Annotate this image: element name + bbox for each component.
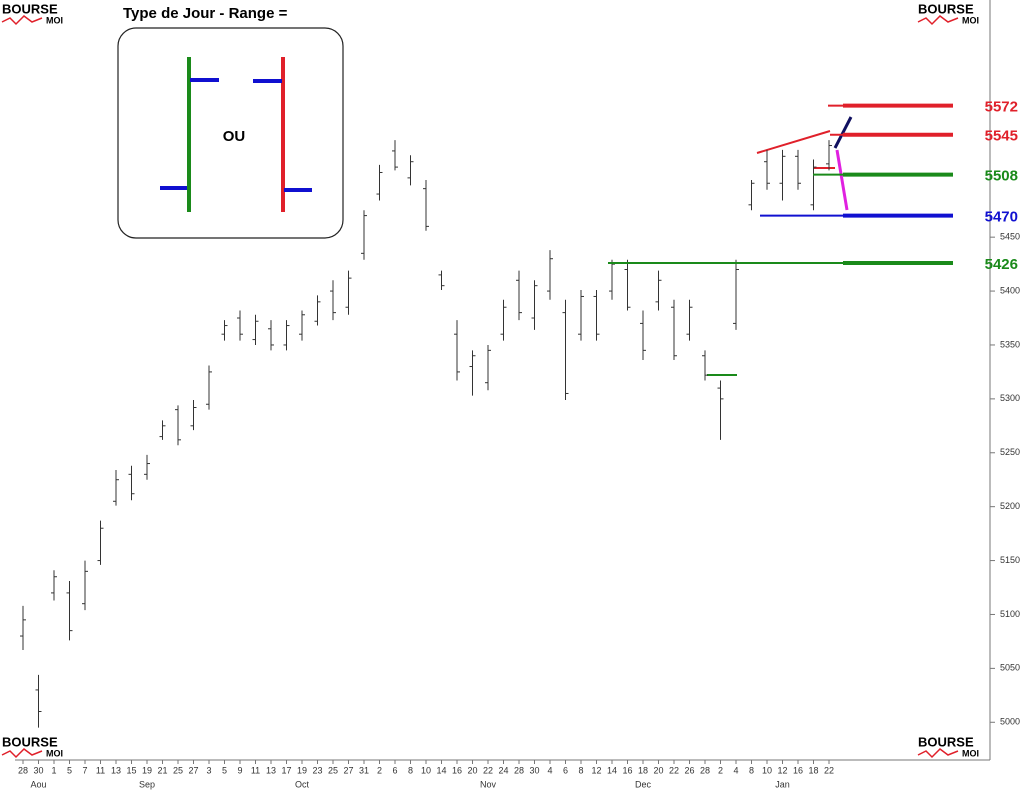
x-tick-label: 28 [700,765,710,775]
level-label: 5508 [985,168,1018,185]
y-tick-label: 5150 [1000,555,1020,565]
x-tick-label: 19 [142,765,152,775]
level-label: 5470 [985,209,1018,226]
y-tick-label: 5250 [1000,447,1020,457]
x-tick-label: 8 [408,765,413,775]
y-tick-label: 5200 [1000,501,1020,511]
x-tick-label: 11 [251,765,260,775]
logo: BOURSE MOI [1,1,63,26]
x-tick-label: 21 [157,765,167,775]
y-tick-label: 5400 [1000,285,1020,295]
logo-wave [1,15,43,26]
y-tick-label: 5350 [1000,339,1020,349]
x-tick-label: 10 [762,765,772,775]
level-label: 5545 [985,128,1018,145]
x-tick-label: 22 [824,765,834,775]
logo-sub: MOI [46,15,63,25]
x-tick-label: 4 [733,765,738,775]
x-tick-label: 19 [297,765,307,775]
x-tick-label: 12 [777,765,787,775]
logo-wave [917,15,959,26]
x-tick-label: 15 [126,765,136,775]
x-tick-label: 10 [421,765,431,775]
logo-brand: BOURSE [918,1,974,16]
x-tick-label: 25 [328,765,338,775]
month-label: Sep [139,779,155,789]
x-tick-label: 8 [749,765,754,775]
logo-sub: MOI [962,748,979,758]
x-tick-label: 6 [563,765,568,775]
x-tick-label: 18 [638,765,648,775]
x-tick-label: 28 [18,765,28,775]
month-label: Nov [480,779,497,789]
x-tick-label: 1 [51,765,56,775]
y-tick-label: 5450 [1000,232,1020,242]
x-tick-label: 28 [514,765,524,775]
x-tick-label: 25 [173,765,183,775]
x-tick-label: 8 [578,765,583,775]
x-tick-label: 7 [82,765,87,775]
x-tick-label: 23 [312,765,322,775]
x-tick-label: 13 [111,765,121,775]
logo-sub: MOI [962,15,979,25]
x-tick-label: 5 [67,765,72,775]
y-tick-label: 5050 [1000,663,1020,673]
annotation-line [835,149,849,211]
x-tick-label: 27 [343,765,353,775]
x-tick-label: 2 [377,765,382,775]
legend-box [117,27,344,239]
x-tick-label: 4 [547,765,552,775]
logo: BOURSE MOI [917,734,979,759]
annotation-line [833,116,853,149]
x-tick-label: 5 [222,765,227,775]
logo-wave [1,748,43,759]
x-tick-label: 6 [392,765,397,775]
month-label: Aou [30,779,46,789]
x-tick-label: 14 [607,765,617,775]
x-tick-label: 17 [281,765,291,775]
logo-brand: BOURSE [2,734,58,749]
logo: BOURSE MOI [1,734,63,759]
x-tick-label: 22 [669,765,679,775]
level-label: 5426 [985,256,1018,273]
x-tick-label: 22 [483,765,493,775]
y-tick-label: 5100 [1000,609,1020,619]
x-tick-label: 11 [96,765,105,775]
x-tick-label: 9 [237,765,242,775]
month-label: Dec [635,779,652,789]
x-tick-label: 30 [33,765,43,775]
legend-separator: OU [223,128,246,145]
logo-brand: BOURSE [2,1,58,16]
x-tick-label: 13 [266,765,276,775]
x-tick-label: 2 [718,765,723,775]
logo-sub: MOI [46,748,63,758]
x-tick-label: 16 [452,765,462,775]
logo-brand: BOURSE [918,734,974,749]
month-label: Oct [295,779,310,789]
logo-wave [917,748,959,759]
y-tick-label: 5000 [1000,717,1020,727]
x-tick-label: 31 [359,765,369,775]
trend-line [756,130,831,154]
x-tick-label: 18 [808,765,818,775]
x-tick-label: 27 [188,765,198,775]
legend-title: Type de Jour - Range = [123,5,288,22]
level-label: 5572 [985,99,1018,116]
x-tick-label: 30 [529,765,539,775]
x-tick-label: 26 [684,765,694,775]
x-tick-label: 16 [793,765,803,775]
x-tick-label: 20 [467,765,477,775]
x-tick-label: 24 [498,765,508,775]
y-tick-label: 5300 [1000,393,1020,403]
logo: BOURSE MOI [917,1,979,26]
x-tick-label: 16 [622,765,632,775]
x-tick-label: 20 [653,765,663,775]
x-tick-label: 14 [436,765,446,775]
month-label: Jan [775,779,790,789]
x-tick-label: 3 [206,765,211,775]
x-tick-label: 12 [591,765,601,775]
